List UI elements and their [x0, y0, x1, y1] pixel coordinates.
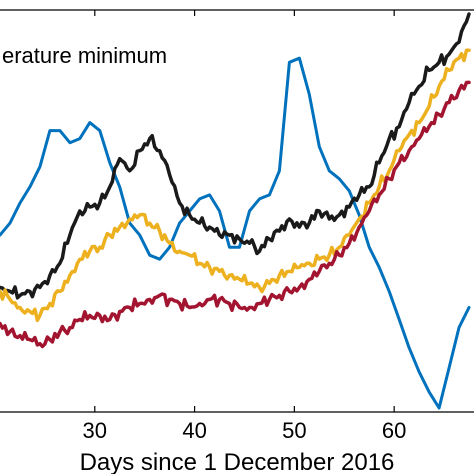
x-tick-label: 50 [282, 418, 306, 443]
x-axis-label: Days since 1 December 2016 [80, 449, 395, 474]
series-line-2 [0, 12, 471, 300]
series-line-3 [0, 48, 471, 323]
plot-annotation: erature minimum [2, 43, 167, 68]
series-line-1 [0, 56, 471, 410]
x-tick-label: 60 [382, 418, 406, 443]
x-tick-label: 40 [182, 418, 206, 443]
series-layer [0, 12, 471, 410]
x-axis-ticks: 30 40 50 60 [83, 10, 406, 443]
series-line-4 [0, 80, 471, 349]
plot-frame [0, 9, 474, 413]
x-tick-label: 30 [83, 418, 107, 443]
